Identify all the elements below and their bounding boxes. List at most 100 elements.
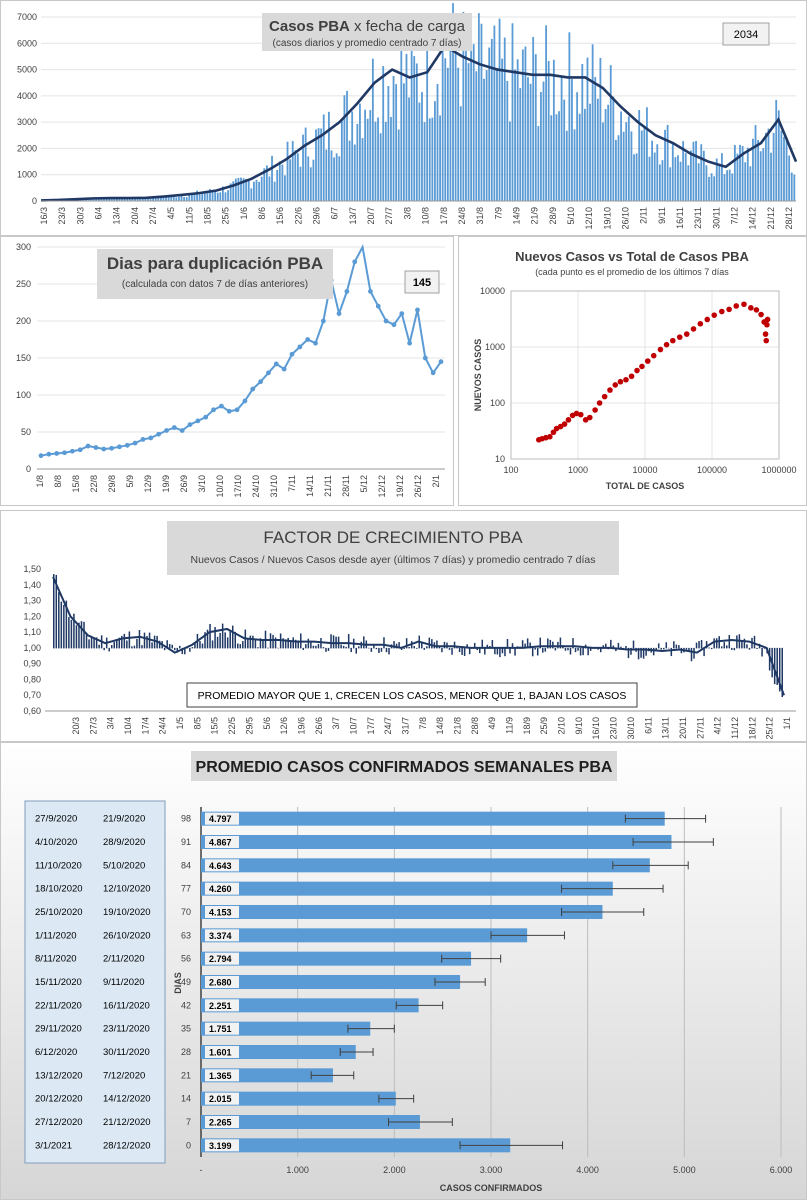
daily-bar — [354, 145, 356, 201]
data-point — [726, 307, 732, 313]
x-tick-label: 26/9 — [179, 475, 189, 493]
daily-bar — [768, 129, 770, 201]
daily-bar — [378, 648, 380, 653]
daily-bar — [656, 144, 658, 201]
daily-bar — [346, 91, 348, 201]
daily-bar — [514, 70, 516, 201]
daily-bar — [749, 166, 751, 201]
daily-bar — [708, 648, 710, 649]
daily-bar — [633, 154, 635, 201]
y-tick-label: 0 — [186, 1140, 191, 1150]
y-tick-label: 100 — [16, 390, 31, 400]
data-point — [639, 364, 645, 370]
daily-bar — [76, 625, 78, 648]
x-tick-label: 21/12 — [766, 207, 776, 230]
daily-bar — [582, 648, 584, 655]
data-point — [109, 446, 114, 451]
x-tick-label: 31/7 — [400, 717, 410, 735]
daily-bar — [762, 148, 764, 201]
y-tick-label: 0 — [26, 464, 31, 474]
daily-bar — [545, 25, 547, 201]
data-point — [607, 387, 613, 393]
daily-bar — [164, 648, 166, 650]
daily-bar — [514, 648, 516, 656]
data-point — [282, 367, 287, 372]
x-tick-label: 31/8 — [475, 207, 485, 225]
data-point — [243, 399, 248, 404]
daily-bar — [63, 605, 65, 648]
daily-bar — [315, 646, 317, 649]
daily-bar — [217, 193, 219, 201]
data-point — [704, 317, 710, 323]
data-point — [258, 379, 263, 384]
x-tick-label: 29/8 — [107, 475, 117, 493]
y-tick-label: 77 — [181, 884, 191, 894]
bar — [201, 835, 671, 849]
daily-bar — [416, 63, 418, 201]
daily-bar — [344, 95, 346, 201]
chart-title: PROMEDIO CASOS CONFIRMADOS SEMANALES PBA — [196, 759, 613, 776]
data-point — [645, 358, 651, 364]
x-tick-label: 20/7 — [366, 207, 376, 225]
bar-value-label: 4.153 — [209, 908, 232, 918]
date-range-start: 28/12/2020 — [103, 1140, 151, 1151]
daily-bar — [643, 126, 645, 201]
daily-bar — [53, 574, 55, 648]
daily-bar — [328, 112, 330, 201]
daily-bar — [258, 182, 260, 201]
daily-bar — [793, 175, 795, 201]
data-point — [86, 444, 91, 449]
daily-bar — [351, 111, 353, 201]
x-tick-label: 1.000 — [286, 1165, 309, 1175]
daily-bar — [71, 620, 73, 648]
daily-bar — [783, 137, 785, 201]
x-tick-label: 18/9 — [522, 717, 532, 735]
x-axis-title: CASOS CONFIRMADOS — [440, 1183, 543, 1193]
data-point — [562, 421, 568, 427]
daily-bar — [615, 140, 617, 201]
data-point — [266, 370, 271, 375]
x-tick-label: 10000 — [632, 465, 657, 475]
daily-bar — [669, 167, 671, 201]
daily-bar — [237, 644, 239, 649]
x-tick-label: 3/10 — [197, 475, 207, 493]
daily-bar — [305, 128, 307, 201]
x-tick-label: 17/4 — [140, 717, 150, 735]
x-tick-label: - — [200, 1165, 203, 1175]
daily-bar — [731, 173, 733, 201]
bar — [201, 882, 613, 896]
daily-bar — [478, 13, 480, 201]
daily-bar — [386, 648, 388, 652]
y-tick-label: 1,30 — [23, 596, 41, 606]
daily-bar — [460, 106, 462, 201]
daily-bar — [444, 58, 446, 201]
daily-bar — [413, 646, 415, 648]
daily-bar — [364, 110, 366, 201]
daily-bar — [698, 163, 700, 201]
daily-bar — [509, 121, 511, 201]
date-range-start: 5/10/2020 — [103, 860, 145, 871]
daily-bar — [561, 77, 563, 201]
daily-bar — [395, 84, 397, 201]
daily-bar — [706, 165, 708, 201]
date-range-end: 3/1/2021 — [35, 1140, 72, 1151]
bar — [201, 905, 602, 919]
daily-bar — [556, 114, 558, 201]
daily-bar — [765, 133, 767, 201]
x-tick-label: 9/10 — [574, 717, 584, 735]
daily-bar — [320, 128, 322, 201]
bar-value-label: 4.643 — [209, 861, 232, 871]
daily-bar — [68, 617, 70, 648]
daily-bar — [537, 126, 539, 201]
data-point — [125, 443, 130, 448]
daily-bar — [277, 648, 279, 649]
x-tick-label: 28/12 — [784, 207, 794, 230]
y-tick-label: 14 — [181, 1094, 191, 1104]
daily-bar — [250, 188, 252, 201]
daily-bar — [532, 648, 534, 656]
daily-bar — [760, 151, 762, 201]
x-tick-label: 21/9 — [530, 207, 540, 225]
y-tick-label: 0,90 — [23, 659, 41, 669]
